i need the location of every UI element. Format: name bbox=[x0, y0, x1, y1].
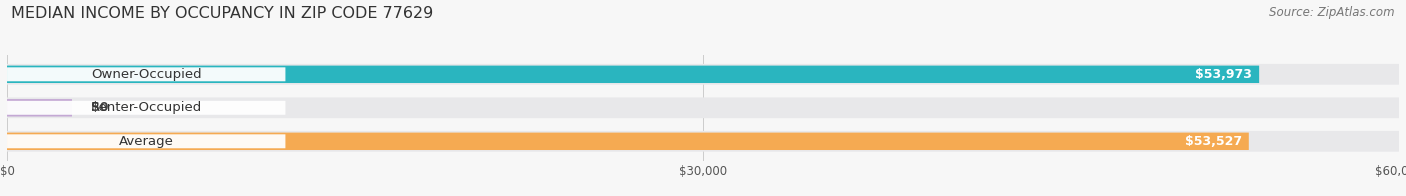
FancyBboxPatch shape bbox=[7, 99, 72, 116]
FancyBboxPatch shape bbox=[7, 131, 1399, 152]
FancyBboxPatch shape bbox=[7, 134, 285, 148]
FancyBboxPatch shape bbox=[7, 66, 1260, 83]
FancyBboxPatch shape bbox=[7, 64, 1399, 85]
Text: Source: ZipAtlas.com: Source: ZipAtlas.com bbox=[1270, 6, 1395, 19]
Text: $53,973: $53,973 bbox=[1195, 68, 1253, 81]
Text: Owner-Occupied: Owner-Occupied bbox=[91, 68, 201, 81]
FancyBboxPatch shape bbox=[7, 101, 285, 115]
FancyBboxPatch shape bbox=[7, 97, 1399, 118]
Text: $53,527: $53,527 bbox=[1185, 135, 1241, 148]
FancyBboxPatch shape bbox=[7, 132, 1249, 150]
Text: Average: Average bbox=[118, 135, 174, 148]
Text: $0: $0 bbox=[90, 101, 108, 114]
Text: MEDIAN INCOME BY OCCUPANCY IN ZIP CODE 77629: MEDIAN INCOME BY OCCUPANCY IN ZIP CODE 7… bbox=[11, 6, 433, 21]
Text: Renter-Occupied: Renter-Occupied bbox=[90, 101, 202, 114]
FancyBboxPatch shape bbox=[7, 67, 285, 81]
